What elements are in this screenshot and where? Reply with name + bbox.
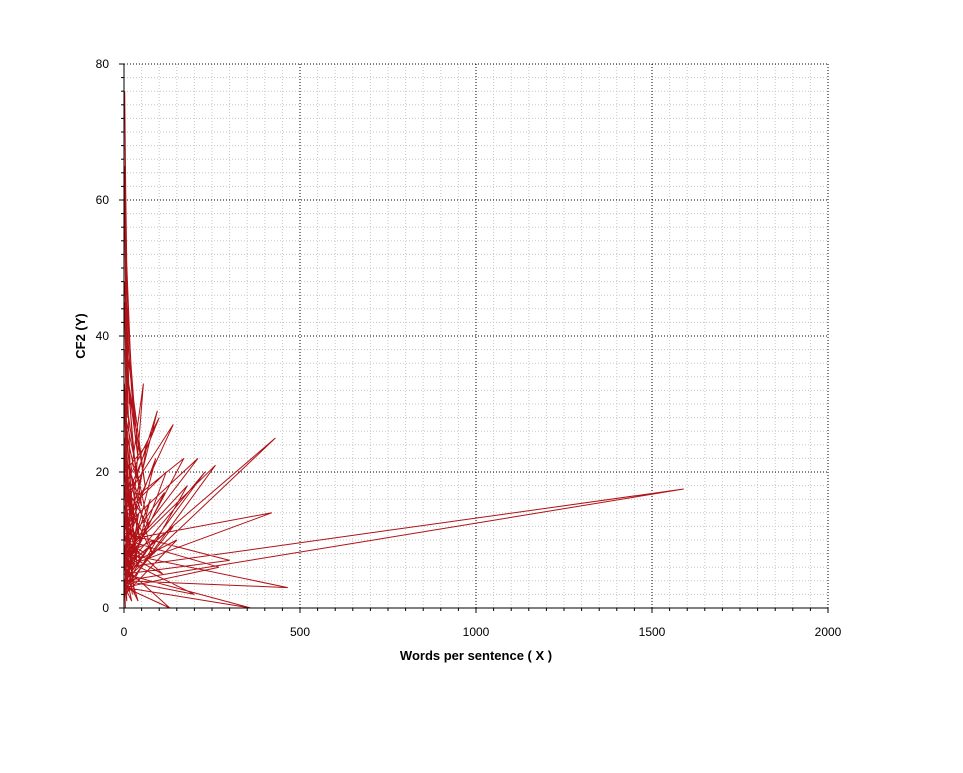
x-axis-title: Words per sentence ( X ) (400, 648, 552, 663)
y-tick-label: 40 (96, 329, 110, 343)
axes-layer (119, 63, 829, 613)
series-layer (123, 91, 684, 609)
x-tick-label: 1500 (639, 625, 666, 639)
x-tick-label: 500 (290, 625, 310, 639)
series-line (123, 91, 684, 609)
major-grid (124, 63, 829, 608)
y-tick-label: 0 (102, 601, 109, 615)
y-tick-label: 20 (96, 465, 110, 479)
x-tick-label: 1000 (463, 625, 490, 639)
y-axis-title: CF2 (Y) (73, 313, 88, 359)
y-tick-label: 60 (96, 193, 110, 207)
x-tick-label: 2000 (815, 625, 842, 639)
y-tick-label: 80 (96, 57, 110, 71)
tick-labels: 0 500 1000 1500 2000 0 20 40 60 80 (96, 57, 842, 639)
x-tick-label: 0 (121, 625, 128, 639)
